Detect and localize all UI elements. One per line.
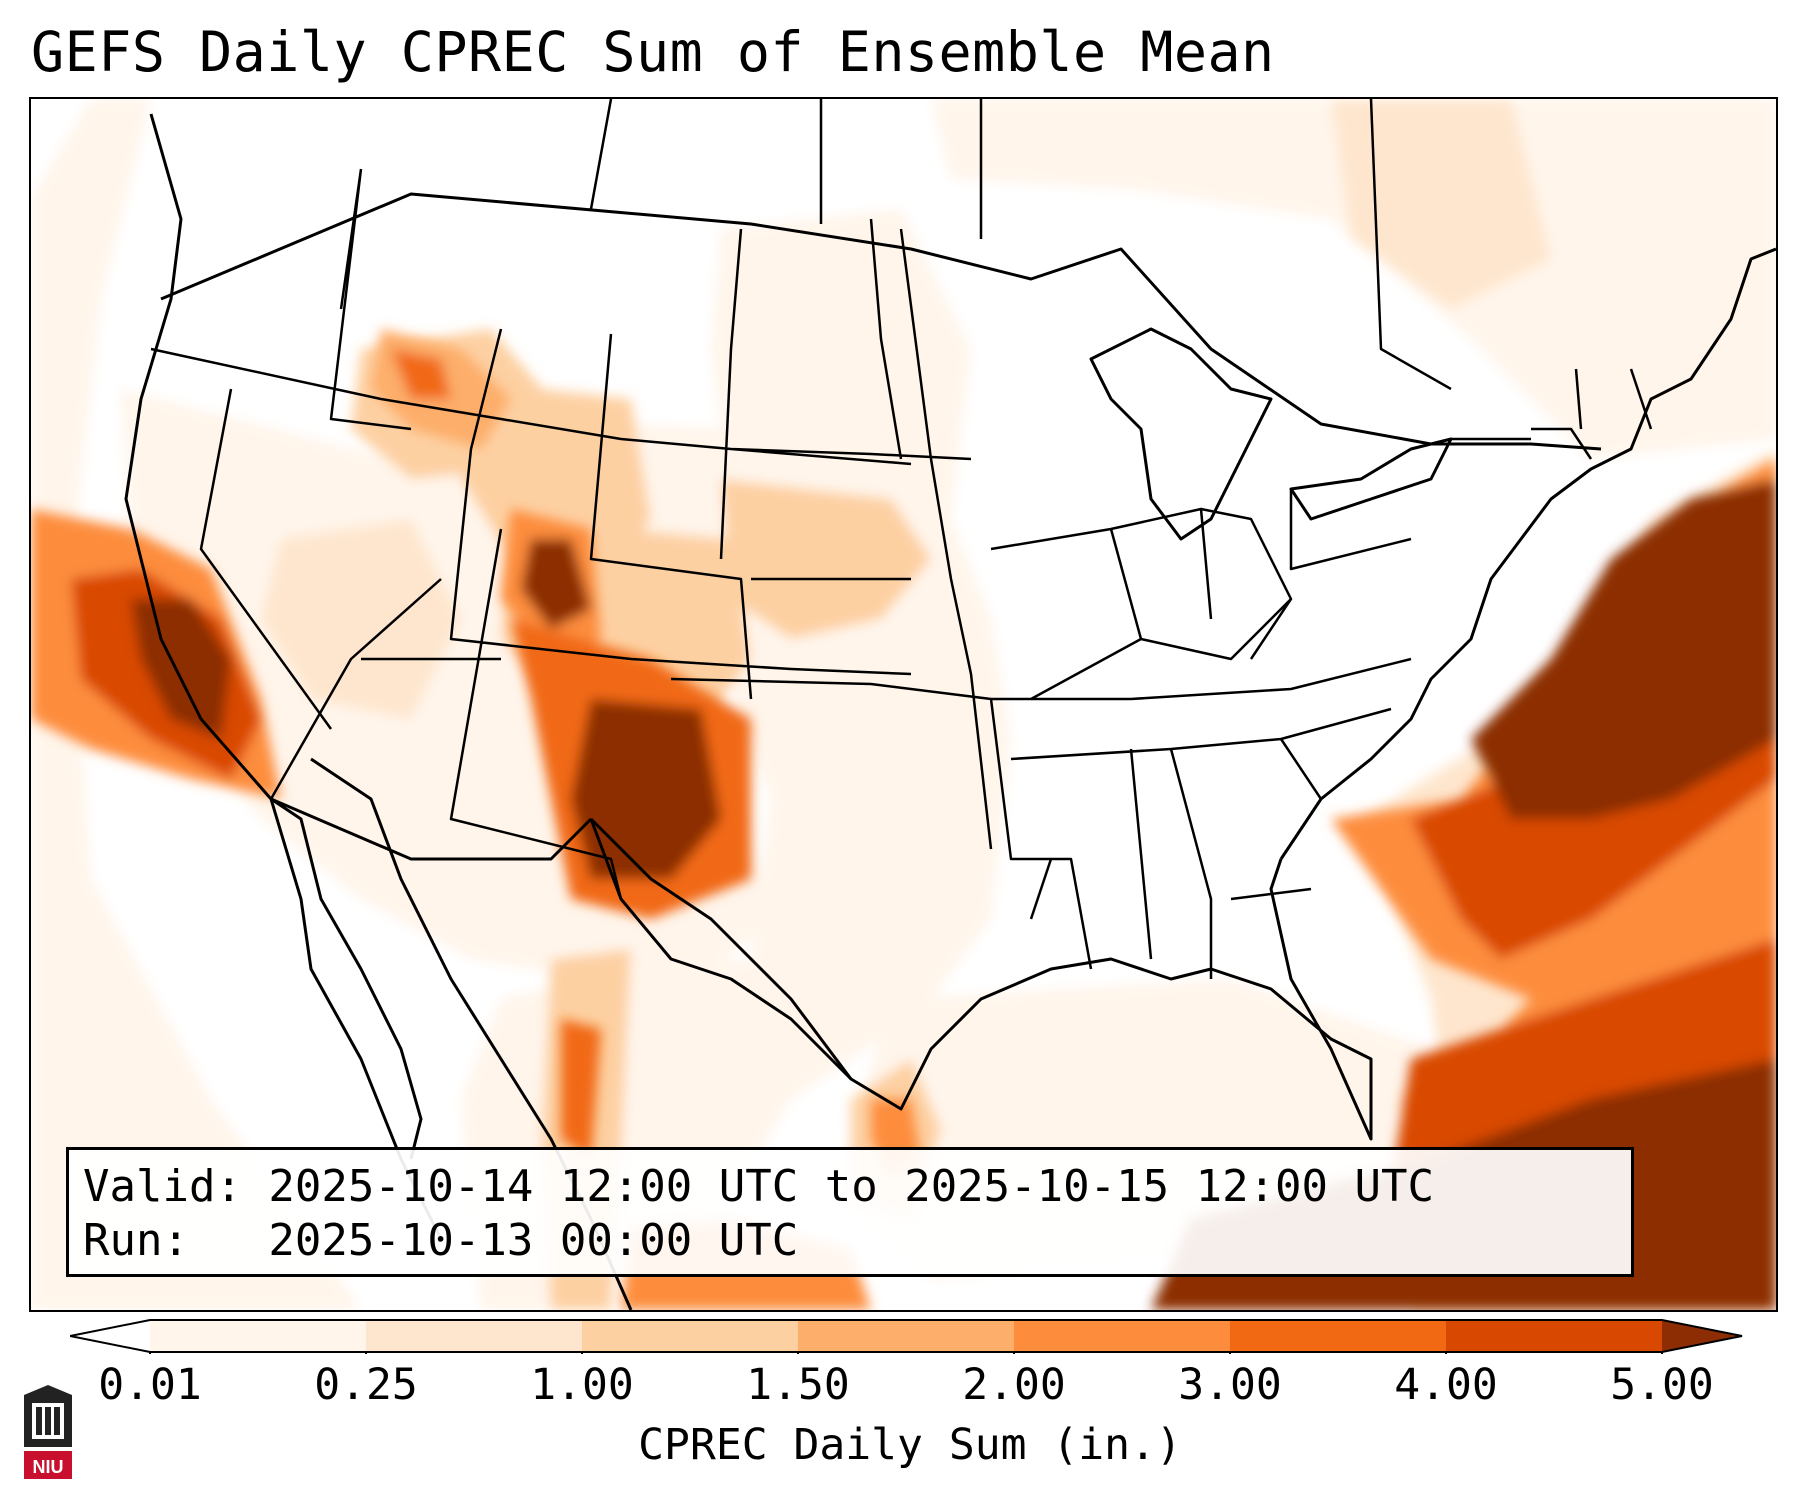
us-canada-border [160, 192, 1602, 451]
run-time-text: Run: 2025-10-13 00:00 UTC [83, 1215, 799, 1266]
colorbar-cell [582, 1320, 799, 1352]
atlantic-coast [1279, 247, 1776, 860]
precip-mid-sw [261, 519, 461, 719]
west-coast [124, 113, 443, 1240]
precip-map [31, 99, 1776, 1310]
colorbar-tick-label: 5.00 [1610, 1360, 1714, 1410]
texas-mexico-border [589, 818, 853, 1081]
colorbar-tick-label: 1.50 [746, 1360, 850, 1410]
colorbar-tick-label: 3.00 [1178, 1360, 1282, 1410]
colorbar-cell [1230, 1320, 1447, 1352]
colorbar-cell [798, 1320, 1015, 1352]
map-title: GEFS Daily CPREC Sum of Ensemble Mean [31, 20, 1275, 84]
canada-provinces [589, 99, 1452, 391]
colorbar-tick-label: 1.00 [530, 1360, 634, 1410]
colorbar-tick-label: 0.25 [314, 1360, 418, 1410]
logo-text: NIU [33, 1457, 64, 1477]
colorbar [70, 1319, 1743, 1354]
colorbar-cells [70, 1320, 1742, 1352]
valid-time-text: Valid: 2025-10-14 12:00 UTC to 2025-10-1… [83, 1161, 1435, 1212]
valid-run-info-box: Valid: 2025-10-14 12:00 UTC to 2025-10-1… [66, 1147, 1634, 1277]
logo-red-band [24, 1451, 72, 1479]
lake-erie-ontario [1289, 437, 1453, 521]
precip-mexico-3 [561, 1019, 601, 1159]
colorbar-label: CPREC Daily Sum (in.) [638, 1420, 1182, 1470]
precip-socal-5 [131, 599, 231, 739]
great-lakes [1089, 327, 1273, 541]
precip-east-5 [1471, 479, 1776, 819]
baja-peninsula [270, 797, 423, 1160]
precip-light-canada [1331, 99, 1551, 309]
colorbar-extend-low [70, 1320, 150, 1352]
colorbar-cell [1446, 1320, 1663, 1352]
map-panel [29, 97, 1778, 1312]
precip-light-pacific [31, 99, 361, 1310]
niu-logo: NIU [24, 1385, 72, 1479]
precip-mid-nebraska [721, 479, 931, 639]
boundaries [124, 99, 1776, 1310]
precip-idaho-3 [391, 349, 451, 399]
colorbar-ticks [149, 1352, 1663, 1354]
us-mexico-border [270, 797, 593, 861]
colorbar-tick-label: 4.00 [1394, 1360, 1498, 1410]
colorbar-cell [150, 1320, 367, 1352]
colorbar-tick-label: 2.00 [962, 1360, 1066, 1410]
colorbar-cell [1014, 1320, 1231, 1352]
precip-colorado-5 [521, 539, 591, 629]
state-borders [150, 168, 1653, 979]
gulf-coast [589, 817, 1373, 1141]
precip-nm-5 [571, 699, 721, 879]
colorbar-tick-label: 0.01 [98, 1360, 202, 1410]
precip-heavy [31, 329, 1776, 1310]
colorbar-cell [366, 1320, 583, 1352]
precip-light-north [931, 99, 1776, 459]
colorbar-extend-high [1662, 1320, 1742, 1352]
